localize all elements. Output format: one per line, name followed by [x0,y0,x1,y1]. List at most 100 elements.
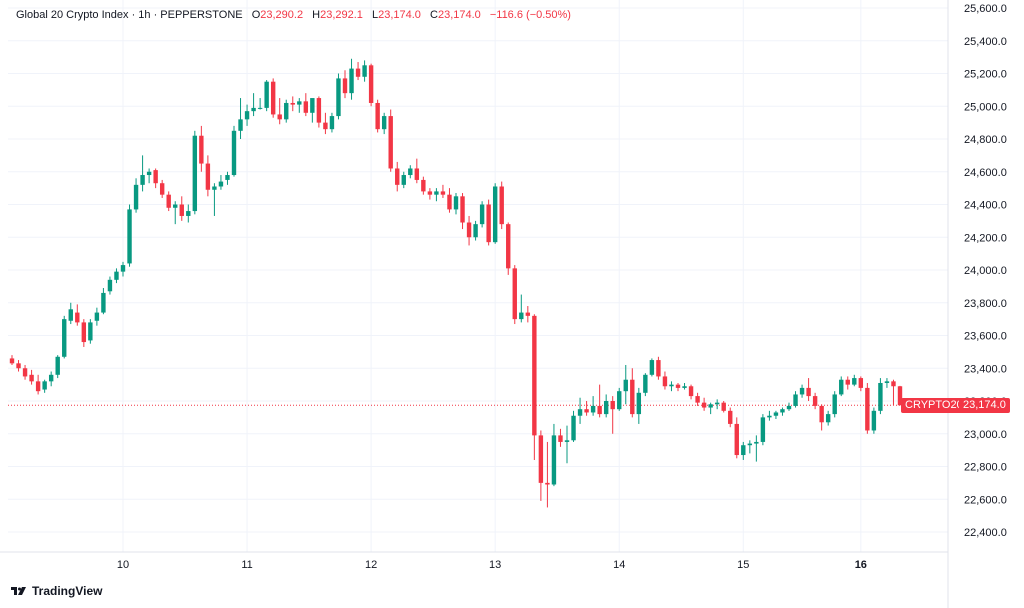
y-tick-label: 24,400.0 [964,200,1007,212]
candle [81,319,87,347]
candle-body [767,415,772,418]
candle-body [440,191,446,195]
candle-body [623,379,628,392]
candle [590,396,596,416]
candle-body [656,360,661,377]
candle [858,376,864,392]
candle-body [107,279,113,292]
candle [532,314,537,460]
x-tick-label: 12 [365,559,377,571]
candle-body [662,376,668,387]
candle [225,171,230,185]
candle-body [786,405,792,410]
candle [617,387,622,411]
candle-body [257,107,263,109]
candle [35,374,41,395]
candle-body [714,402,720,405]
candle [897,385,903,406]
candle-body [793,394,798,406]
candle-body [94,312,100,321]
candle-body [649,360,655,375]
candle-body [101,292,106,313]
candle-body [16,363,21,369]
candle-body [688,386,694,397]
candle [179,196,184,221]
candle-body [35,381,41,392]
candle [760,414,766,446]
candle-body [760,417,766,442]
last-price-tag: 23,174.0 [959,397,1010,413]
y-tick-label: 23,600.0 [964,331,1007,343]
candle-body [506,224,511,269]
candle-body [780,409,785,413]
candle [238,98,243,139]
candle-body [695,396,700,403]
y-tick-label: 24,600.0 [964,167,1007,179]
candle [767,410,772,421]
candle-body [427,191,433,195]
candle [270,78,276,118]
candle [812,392,818,410]
candle-body [636,392,642,415]
candle-body [251,107,256,112]
candle [819,404,824,431]
candle-body [303,101,309,113]
candle-body [88,322,93,341]
candle [577,397,583,424]
candle-body [244,111,250,120]
candle-body [114,271,119,280]
y-tick-label: 24,000.0 [964,265,1007,277]
candle-body [532,315,537,436]
candle [251,93,256,117]
candle [55,355,60,379]
candle-body [525,312,531,316]
candle-body [336,78,341,117]
candle [146,168,152,184]
y-tick-label: 24,200.0 [964,232,1007,244]
candle-body [362,65,367,77]
candle [127,204,132,267]
candle-body [845,379,850,385]
candle [545,441,550,508]
candle [884,378,890,388]
candle [623,364,628,405]
tradingview-brand[interactable]: TradingView [10,584,102,598]
candle [310,98,315,123]
candle-body [120,265,126,272]
candle [780,407,785,416]
candle-body [819,405,824,423]
candle [133,178,139,213]
candle [603,394,609,418]
candle [323,112,328,135]
candle-body [584,409,589,413]
candle-body [401,175,406,185]
candle [388,109,393,172]
candle-body [153,170,158,184]
candle-body [349,68,354,94]
low-label: L [371,9,379,21]
candle-body [173,204,178,208]
candle-body [571,415,576,441]
candle [9,355,15,365]
candle [94,307,100,326]
candle-body [747,443,753,446]
candle [845,376,850,390]
candle-body [447,194,452,210]
candle-body [460,196,465,223]
candle [786,402,792,411]
candle [381,112,387,135]
high-label: H [312,9,321,21]
candle [512,265,517,325]
candle-body [754,441,759,444]
candle [218,175,224,190]
candle-body [871,410,877,431]
candle-body [368,65,374,103]
candle-body [519,312,524,320]
candle [192,130,198,215]
candle-body [342,78,348,94]
candle-body [179,204,184,216]
candle [303,93,309,117]
candle-body [81,322,87,343]
candle-body [29,374,34,382]
